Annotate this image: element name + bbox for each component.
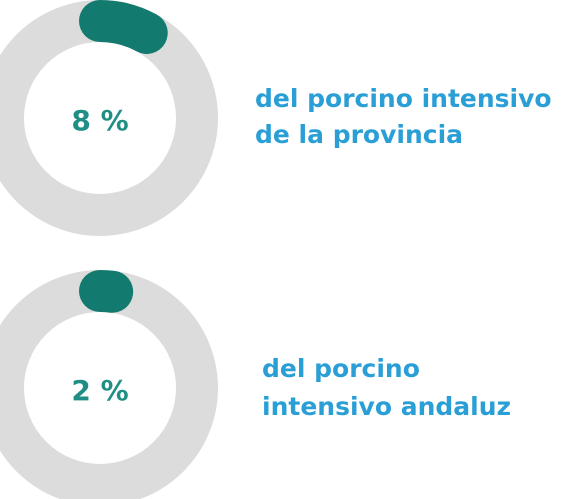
caption-line: del porcino intensivo (255, 84, 552, 113)
caption-line: intensivo andaluz (262, 392, 511, 421)
donut-arc (79, 270, 134, 313)
value-label: 2 % (71, 374, 128, 407)
caption-line: del porcino (262, 354, 420, 383)
donut-arc (79, 0, 168, 54)
value-label: 8 % (71, 104, 128, 137)
caption-line: de la provincia (255, 120, 463, 149)
